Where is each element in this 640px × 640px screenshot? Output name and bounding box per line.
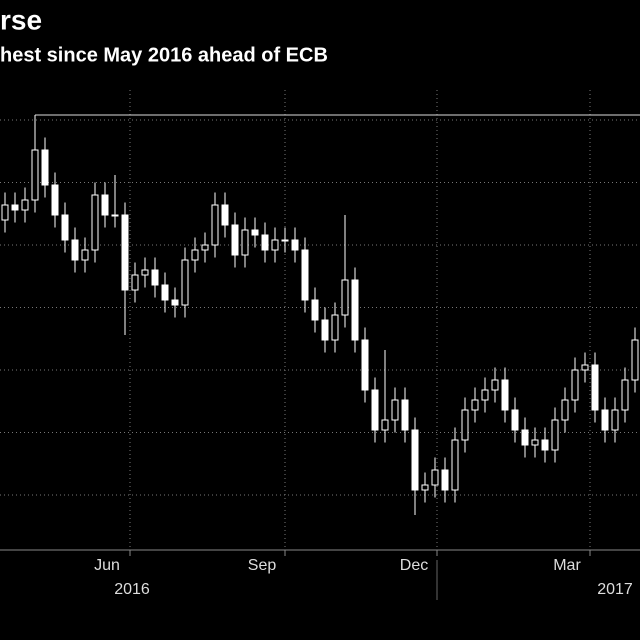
candle-body [231,224,239,256]
candle-body [441,469,449,491]
candle-body [551,419,559,451]
candle-body [521,429,529,446]
candle-body [101,194,109,216]
candle-body [201,244,209,251]
candle-body [241,229,249,256]
candle-body [211,204,219,246]
candle-body [1,204,9,221]
candle-body [461,409,469,441]
candle-body [121,214,129,291]
candle-body [131,274,139,291]
candle-body [51,184,59,216]
candle-body [71,239,79,261]
candle-body [391,399,399,421]
candle-body [11,204,19,211]
candle-body [491,379,499,391]
candle-body [601,409,609,431]
candle-body [251,229,259,236]
candle-body [281,239,289,242]
candle-body [591,364,599,411]
candle-body [351,279,359,341]
x-tick-label: Sep [248,557,277,574]
candle-body [261,234,269,251]
x-tick-label: Dec [400,557,428,574]
candle-body [171,299,179,306]
candle-body [341,279,349,316]
candle-body [181,259,189,306]
candle-body [21,199,29,211]
candle-body [411,429,419,491]
candle-body [31,149,39,201]
candle-body [571,369,579,401]
candle-body [81,249,89,261]
candle-body [311,299,319,321]
candle-body [161,284,169,301]
candle-body [111,214,119,217]
chart-subtitle: hest since May 2016 ahead of ECB [0,44,328,66]
candle-body [151,269,159,286]
candle-body [481,389,489,401]
candle-body [291,239,299,251]
candle-body [321,319,329,341]
chart-title: rse [0,4,42,35]
candle-body [91,194,99,251]
candle-body [61,214,69,241]
candle-body [421,484,429,491]
candle-body [271,239,279,251]
candle-body [471,399,479,411]
candle-body [141,269,149,276]
candle-body [501,379,509,411]
candle-body [511,409,519,431]
candle-body [451,439,459,491]
candle-body [191,249,199,261]
candle-body [581,364,589,371]
year-label: 2016 [114,581,150,598]
candle-body [41,149,49,186]
candle-body [331,314,339,341]
candle-body [221,204,229,226]
x-tick-label: Jun [94,557,120,574]
candle-body [611,409,619,431]
candle-body [561,399,569,421]
candle-body [301,249,309,301]
year-label: 2017 [597,581,633,598]
candle-body [371,389,379,431]
candle-body [381,419,389,431]
candle-body [531,439,539,446]
candle-body [631,339,639,381]
candle-body [541,439,549,451]
candle-body [431,469,439,486]
candle-body [401,399,409,431]
x-tick-label: Mar [553,557,581,574]
candle-body [621,379,629,411]
candle-body [361,339,369,391]
